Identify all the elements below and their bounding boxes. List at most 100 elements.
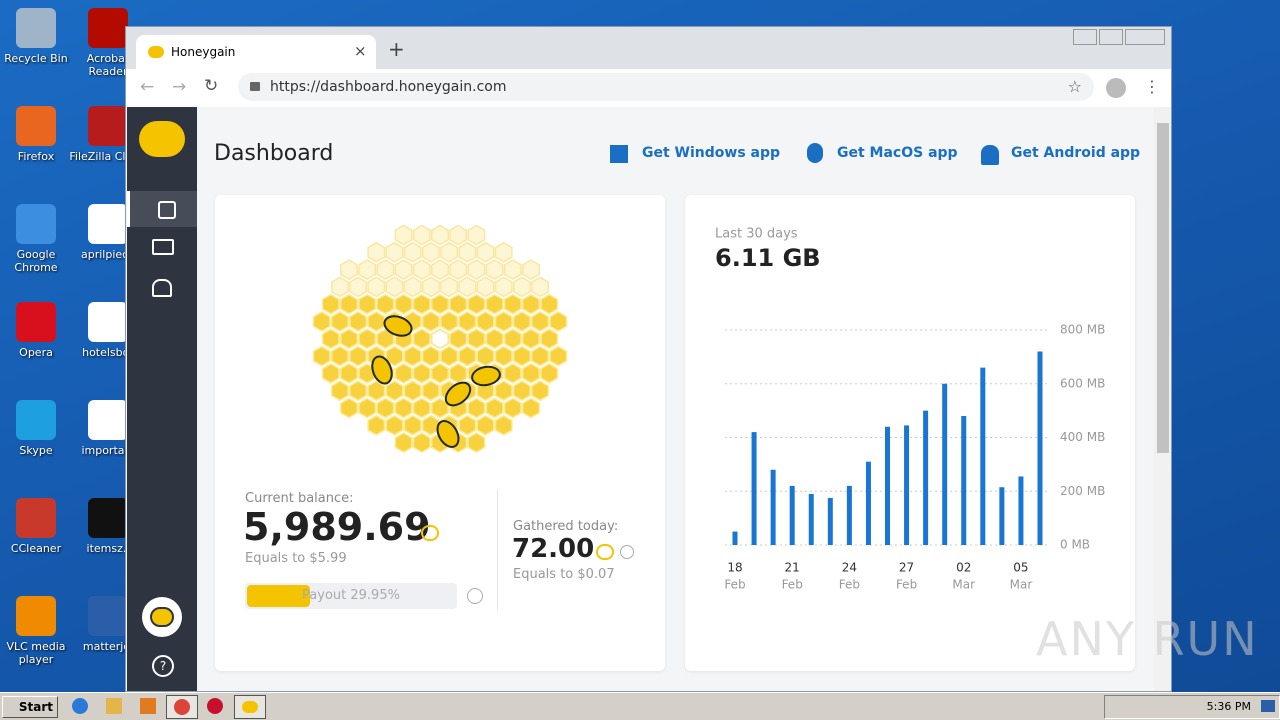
honeycomb-cell (412, 259, 431, 280)
y-tick-label: 200 MB (1060, 484, 1105, 498)
bee (436, 420, 460, 448)
bar (732, 531, 738, 545)
help[interactable]: ? (152, 655, 174, 677)
desktop-icon[interactable]: hotelsbor (68, 302, 148, 359)
tab[interactable]: Honeygain × (136, 35, 376, 69)
desktop-icon[interactable]: importanl (68, 400, 148, 457)
avatar[interactable] (142, 597, 182, 637)
icon-image (16, 302, 56, 342)
honeycomb-cell (349, 311, 368, 332)
honeycomb-cell (522, 397, 540, 419)
divider (497, 490, 498, 610)
bar (923, 410, 929, 545)
icon-image (16, 8, 56, 48)
back[interactable]: ← (140, 77, 155, 97)
x-tick-label: 18 (727, 561, 742, 575)
desktop-icon[interactable]: aprilpiece (68, 204, 148, 261)
taskbar-ie[interactable] (72, 698, 88, 714)
tab-close[interactable]: × (354, 42, 367, 60)
clock: 5:36 PM (1206, 700, 1251, 713)
taskbar-media[interactable] (140, 698, 156, 714)
reload[interactable]: ↻ (204, 76, 219, 96)
desktop-icon[interactable]: itemsz.j (68, 498, 148, 555)
honeycomb-cell (458, 276, 477, 298)
honeycomb-cell (385, 380, 404, 402)
new-tab[interactable]: + (388, 37, 405, 61)
forward[interactable]: → (172, 77, 187, 97)
taskbar-honeygain[interactable] (234, 695, 266, 719)
honeycomb-cell (385, 276, 404, 298)
app-link[interactable]: Get MacOS app (837, 145, 958, 161)
y-tick-label: 600 MB (1060, 376, 1105, 390)
honeycomb-cell (421, 311, 440, 332)
y-tick-label: 400 MB (1060, 430, 1105, 444)
honeycomb-cell (431, 328, 449, 350)
desktop-icon[interactable]: Firefox (0, 106, 76, 163)
menu[interactable]: ⋮ (1144, 77, 1160, 96)
desktop-icon[interactable]: Recycle Bin (0, 8, 76, 65)
payout-label: Payout 29.95% (302, 588, 400, 603)
x-tick-label: 24 (842, 561, 857, 575)
honeycomb-cell (358, 397, 377, 419)
app-link[interactable]: Get Windows app (642, 145, 781, 161)
taskbar-chrome[interactable] (166, 695, 198, 719)
honeycomb-cell (458, 345, 477, 367)
bookmark-star[interactable]: ☆ (1067, 77, 1082, 96)
taskbar-opera[interactable] (207, 698, 223, 714)
scrollbar[interactable] (1154, 107, 1171, 691)
balance-value: 5,989.69 (243, 505, 431, 549)
honeycomb-cell (485, 293, 504, 315)
icon-label: CCleaner (10, 542, 62, 555)
logo[interactable] (139, 121, 185, 157)
nav-wallet[interactable] (152, 239, 174, 255)
honeycomb-cell (376, 397, 395, 419)
honeycomb-cell (403, 380, 422, 402)
today-value: 72.00 (512, 534, 595, 564)
icon-image (16, 498, 56, 538)
desktop-icon[interactable]: Google Chrome (0, 204, 76, 274)
honeycomb-cell (431, 224, 449, 246)
desktop-icon[interactable]: Skype (0, 400, 76, 457)
honeycomb-cell (494, 241, 513, 263)
desktop-icon[interactable]: Opera (0, 302, 76, 359)
desktop-icon[interactable]: Acrobat Reader (68, 8, 148, 78)
icon-label: Opera (19, 346, 53, 359)
honeycomb-cell (394, 397, 413, 419)
honeycomb-cell (330, 345, 349, 367)
window-controls[interactable] (1073, 29, 1165, 48)
honeycomb-cell (403, 414, 422, 436)
nav-dashboard[interactable] (127, 191, 197, 227)
desktop-icon[interactable]: CCleaner (0, 498, 76, 555)
x-tick-label: 02 (956, 561, 971, 575)
taskbar-explorer[interactable] (106, 698, 122, 714)
icon-label: importanl (81, 444, 135, 457)
honeycomb-cell (467, 432, 486, 453)
info-icon[interactable] (467, 588, 483, 604)
info-icon[interactable] (620, 545, 634, 559)
honeycomb-cell (349, 276, 368, 298)
app-link[interactable]: Get Android app (1011, 145, 1141, 161)
payout-bar: Payout 29.95% (245, 583, 457, 609)
honeycomb-cell (330, 380, 349, 402)
honeycomb-cell (440, 311, 459, 332)
icon-label: itemsz.j (86, 542, 130, 555)
honeycomb-cell (385, 345, 404, 367)
honeycomb-cell (412, 363, 431, 384)
start-button[interactable]: Start (2, 696, 58, 718)
today-label: Gathered today: (513, 519, 619, 534)
bar (846, 485, 852, 545)
honeycomb-cell (522, 259, 540, 280)
icon-image (16, 400, 56, 440)
desktop-icon[interactable]: VLC media player (0, 596, 76, 666)
icon-label: Google Chrome (14, 248, 58, 274)
nav-referrals[interactable] (152, 279, 172, 297)
honeycomb-cell (340, 363, 358, 384)
icon-image (88, 302, 128, 342)
address-bar[interactable]: https://dashboard.honeygain.com ☆ (238, 73, 1094, 101)
sidebar: ? (127, 107, 197, 691)
honeycomb-cell (340, 397, 358, 419)
show-desktop[interactable] (1261, 700, 1275, 712)
coin-icon (421, 525, 439, 541)
profile[interactable] (1106, 78, 1126, 98)
desktop-icon[interactable]: matterjoi (68, 596, 148, 653)
